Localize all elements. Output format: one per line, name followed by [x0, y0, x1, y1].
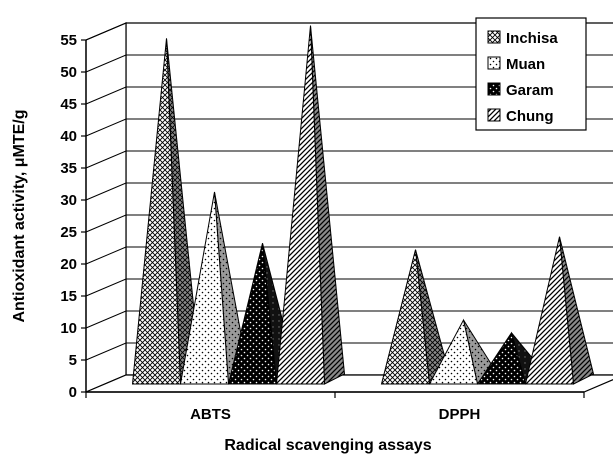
y-tick-label: 45	[60, 96, 77, 113]
legend-swatch-muan	[487, 56, 501, 70]
gridline	[85, 22, 613, 41]
legend-label-chung: Chung	[506, 108, 553, 125]
legend-label-garam: Garam	[506, 82, 554, 99]
x-category-label: ABTS	[190, 406, 231, 423]
x-axis: ABTS DPPH	[85, 391, 585, 423]
legend-swatch-garam	[487, 82, 501, 96]
y-tick-label: 30	[60, 192, 77, 209]
side-wall	[85, 22, 127, 393]
pyramid-inchisa-dpph	[380, 249, 451, 385]
y-tick-label: 50	[60, 64, 77, 81]
legend-label-inchisa: Inchisa	[506, 30, 558, 47]
y-tick-label: 40	[60, 128, 77, 145]
y-tick-label: 20	[60, 256, 77, 273]
gridline	[85, 310, 613, 329]
pyramid-front-face	[524, 236, 575, 385]
x-category-label: DPPH	[439, 406, 481, 423]
pyramid-bars	[131, 25, 595, 385]
legend-swatch-chung	[487, 108, 501, 122]
pyramid-front-face	[380, 249, 431, 385]
y-tick-label: 15	[60, 288, 77, 305]
pyramid-front-face	[179, 191, 230, 385]
legend-swatch-inchisa	[487, 30, 501, 44]
pyramid-front-face	[476, 331, 527, 385]
legend: Inchisa Muan Garam Chung	[475, 17, 587, 131]
pyramid-front-face	[428, 318, 479, 385]
pyramid-chung-abts	[275, 25, 346, 385]
gridline	[85, 150, 613, 169]
y-tick-label: 0	[69, 384, 77, 401]
y-tick-label: 25	[60, 224, 77, 241]
gridline	[85, 182, 613, 201]
pyramid-front-face	[275, 25, 326, 385]
x-axis-title: Radical scavenging assays	[224, 437, 431, 454]
gridline	[85, 214, 613, 233]
gridline	[85, 246, 613, 265]
y-axis: 0 5 10 15 20 25 30 35 40 45 50 55	[60, 32, 87, 401]
gridline	[85, 118, 613, 137]
gridline	[85, 86, 613, 105]
gridlines	[85, 22, 613, 361]
legend-label-muan: Muan	[506, 56, 545, 73]
pyramid-front-face	[227, 243, 278, 385]
gridline	[85, 278, 613, 297]
pyramid-chung-dpph	[524, 236, 595, 385]
y-tick-label: 5	[69, 352, 77, 369]
gridline	[85, 54, 613, 73]
y-axis-title: Antioxidant activity, μMTE/g	[11, 109, 28, 322]
y-tick-label: 10	[60, 320, 77, 337]
y-tick-label: 55	[60, 32, 77, 49]
y-tick-label: 35	[60, 160, 77, 177]
pyramid-front-face	[131, 38, 182, 385]
